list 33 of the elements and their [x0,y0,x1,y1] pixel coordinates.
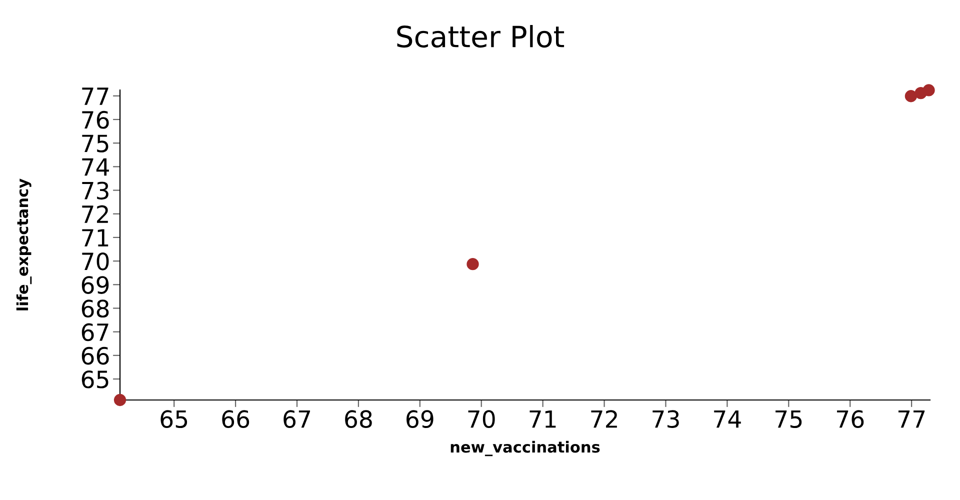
y-tick-label: 77 [82,88,108,105]
x-tick-label: 66 [222,410,250,428]
point [904,90,918,102]
y-tick-label: 74 [82,158,109,176]
x-tick-label: 77 [898,410,925,428]
y-tick-label: 69 [82,276,109,294]
y-tick-label: 68 [82,300,109,318]
x-tick-label: 75 [776,410,802,428]
x-tick-label: 68 [345,410,372,428]
x-tick-label: 71 [530,410,556,428]
y-tick-label: 73 [82,182,108,200]
y-tick-label: 75 [82,134,108,152]
x-axis-title: new_vaccinations [450,440,600,456]
point [466,258,479,270]
y-tick-label: 67 [82,323,108,342]
x-tick-label: 69 [406,410,434,428]
y-tick-label: 70 [82,252,109,270]
y-tick-label: 66 [82,346,109,365]
x-tick-label: 76 [837,410,864,428]
x-tick-label: 72 [591,410,617,428]
y-tick-label: 65 [82,370,108,388]
y-tick-label: 71 [82,229,108,246]
point [922,84,935,96]
x-tick-label: 74 [714,410,741,428]
y-tick-label: 72 [82,205,108,223]
y-tick-label: 76 [82,110,109,129]
point [114,394,126,406]
x-tick-label: 65 [160,410,188,428]
x-tick-label: 70 [468,410,495,428]
x-tick-label: 73 [652,410,679,428]
y-axis-title: life_expectancy [16,178,32,310]
chart-title: Scatter Plot [397,25,564,48]
x-tick-label: 67 [284,410,310,428]
